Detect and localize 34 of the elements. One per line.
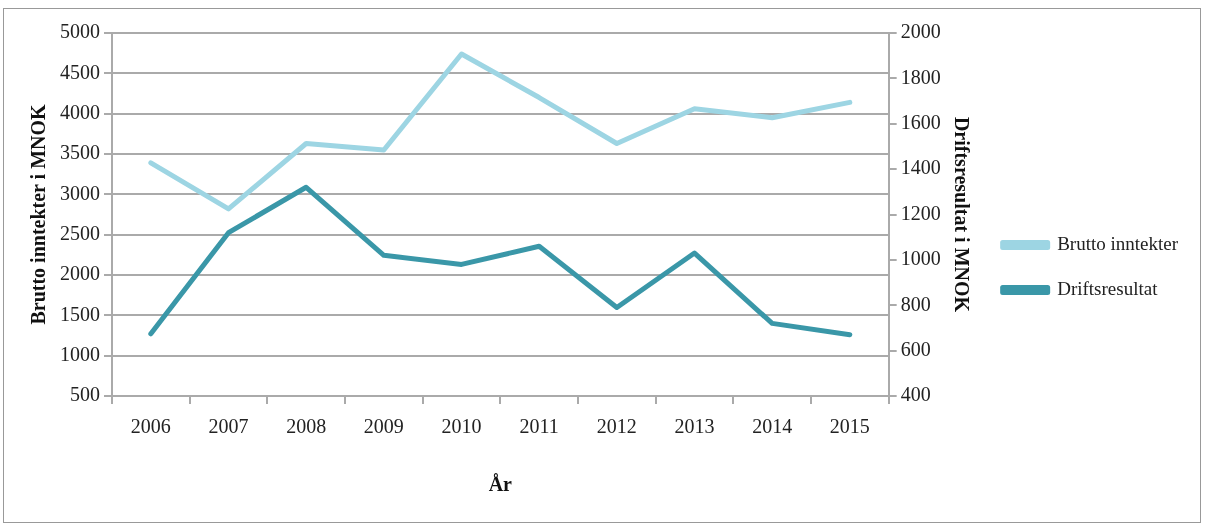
y2-tick-label: 600 bbox=[900, 337, 931, 360]
x-tick-label: 2013 bbox=[674, 415, 715, 438]
y-tick-label: 2500 bbox=[60, 221, 100, 244]
y2-axis-title: Driftsresultat i MNOK bbox=[951, 116, 974, 313]
x-tick-label: 2015 bbox=[829, 415, 870, 438]
y-tick-label: 3500 bbox=[60, 141, 100, 164]
y2-tick-label: 1200 bbox=[900, 201, 941, 224]
y-tick-label: 4500 bbox=[60, 60, 100, 83]
y-tick-label: 1000 bbox=[60, 342, 100, 365]
x-tick-label: 2012 bbox=[596, 415, 637, 438]
legend-label: Brutto inntekter bbox=[1057, 232, 1179, 254]
y-tick-label: 3000 bbox=[60, 181, 100, 204]
x-tick-label: 2006 bbox=[130, 415, 171, 438]
x-tick-label: 2009 bbox=[363, 415, 404, 438]
y-tick-label: 4000 bbox=[60, 100, 100, 123]
x-tick-label: 2014 bbox=[752, 415, 793, 438]
x-tick-label: 2007 bbox=[208, 415, 249, 438]
x-tick-label: 2011 bbox=[519, 415, 559, 438]
x-tick-label: 2008 bbox=[286, 415, 327, 438]
y2-tick-label: 1000 bbox=[900, 247, 941, 270]
y2-tick-label: 800 bbox=[900, 292, 931, 315]
y2-tick-label: 2000 bbox=[900, 20, 941, 43]
y-tick-label: 5000 bbox=[60, 20, 100, 43]
y2-tick-label: 400 bbox=[900, 383, 931, 406]
y-axis-title: Brutto inntekter i MNOK bbox=[27, 103, 50, 325]
y-tick-label: 500 bbox=[70, 383, 100, 406]
y-tick-label: 2000 bbox=[60, 262, 100, 285]
y2-tick-label: 1400 bbox=[900, 156, 941, 179]
x-tick-label: 2010 bbox=[441, 415, 482, 438]
x-axis-title: År bbox=[488, 473, 513, 496]
y2-tick-label: 1800 bbox=[900, 65, 941, 88]
y2-tick-label: 1600 bbox=[900, 111, 941, 133]
y-tick-label: 1500 bbox=[60, 302, 100, 325]
legend-label: Driftsresultat bbox=[1057, 277, 1159, 299]
